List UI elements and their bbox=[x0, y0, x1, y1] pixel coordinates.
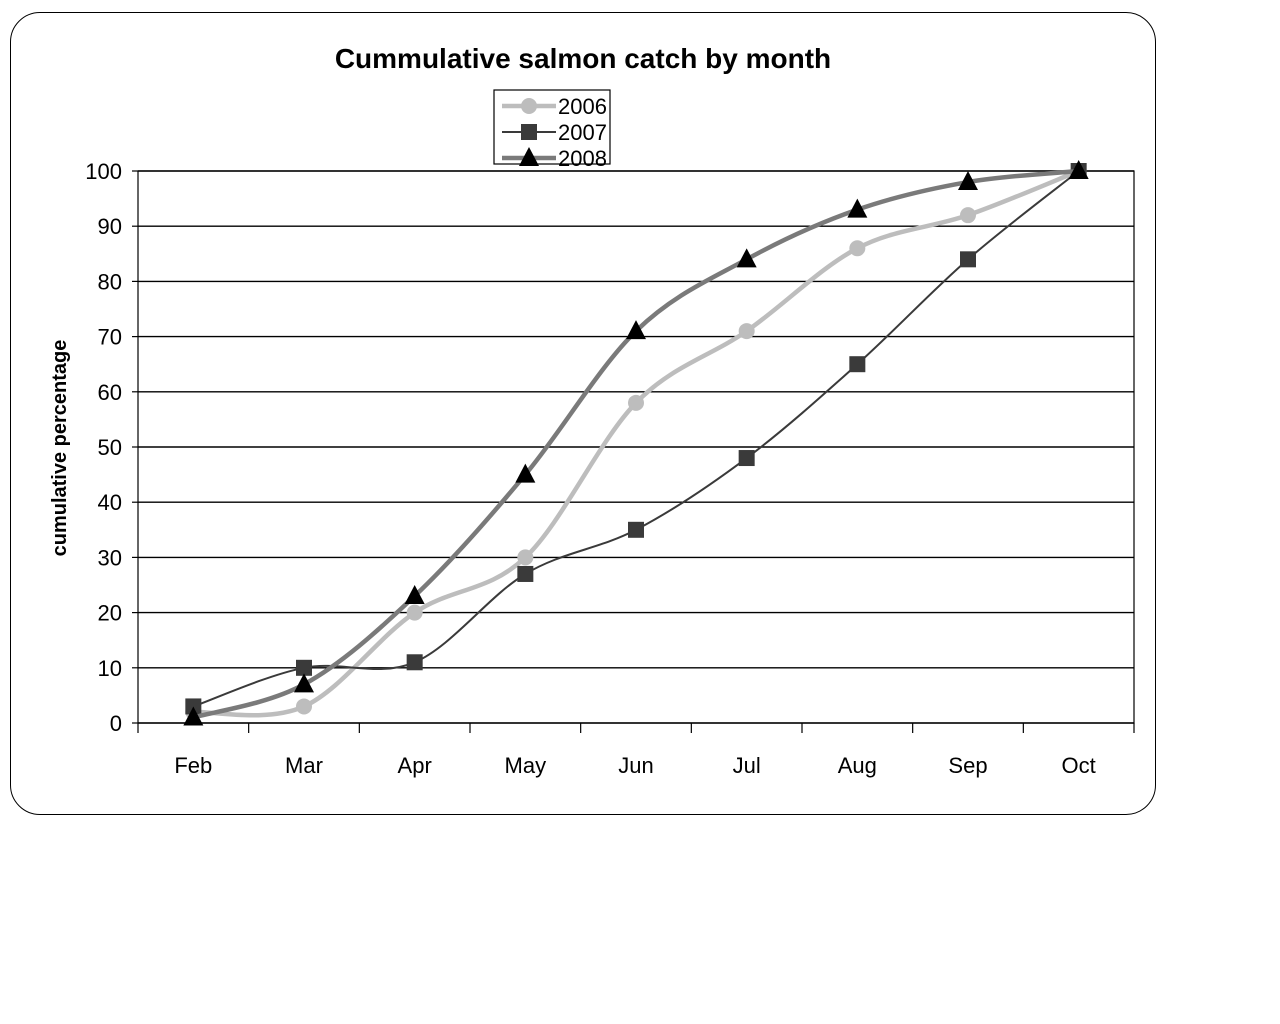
series-2006-point-mar bbox=[296, 698, 312, 715]
legend-marker-2007 bbox=[521, 124, 537, 140]
series-2006-point-sep bbox=[960, 207, 976, 224]
x-tick-label-jul: Jul bbox=[733, 753, 761, 778]
y-tick-label-0: 0 bbox=[110, 711, 122, 736]
series-2007-point-aug bbox=[849, 356, 866, 373]
y-tick-label-10: 10 bbox=[98, 656, 122, 681]
legend-label-2008: 2008 bbox=[558, 146, 607, 171]
series-2007-point-apr bbox=[406, 654, 423, 671]
y-axis-label: cumulative percentage bbox=[49, 340, 71, 557]
legend-box bbox=[493, 89, 611, 165]
plot-area: 0 10 20 30 40 50 60 70 80 90 100 Feb Mar Apr May Jun Jul… bbox=[85, 159, 1135, 778]
series-2006-point-apr bbox=[406, 604, 423, 621]
series-2008-point-feb bbox=[183, 706, 204, 726]
series-2008-point-jun bbox=[626, 320, 646, 340]
series-2008-point-sep bbox=[958, 171, 978, 191]
x-tick-label-aug: Aug bbox=[838, 753, 877, 778]
y-tick-label-100: 100 bbox=[85, 159, 122, 184]
series-2007-point-jun bbox=[628, 521, 644, 538]
series-2006-point-jul bbox=[738, 323, 755, 340]
y-tick-label-60: 60 bbox=[98, 380, 122, 405]
x-tick-label-feb: Feb bbox=[174, 753, 212, 778]
series-line-2006 bbox=[193, 168, 1080, 718]
series-2007-point-feb bbox=[185, 698, 202, 715]
series-2007-point-sep bbox=[960, 251, 976, 268]
x-tick-label-jun: Jun bbox=[618, 753, 653, 778]
series-2008-point-aug bbox=[847, 198, 868, 218]
series-2006-point-aug bbox=[849, 240, 866, 257]
series-2006-point-jun bbox=[628, 394, 644, 411]
chart-title: Cummulative salmon catch by month bbox=[335, 43, 831, 74]
series-2007-point-mar bbox=[296, 659, 312, 676]
series-line-2007 bbox=[193, 170, 1080, 708]
series-line-2008 bbox=[192, 168, 1079, 720]
series-2007-point-may bbox=[517, 565, 534, 582]
series-2007-point-jul bbox=[738, 450, 755, 467]
legend-marker-2008 bbox=[519, 147, 539, 166]
y-tick-label-50: 50 bbox=[98, 435, 122, 460]
x-tick-label-mar: Mar bbox=[285, 753, 323, 778]
series-2008-point-apr bbox=[404, 585, 425, 605]
y-tick-label-30: 30 bbox=[98, 545, 122, 570]
x-tick-label-sep: Sep bbox=[948, 753, 987, 778]
legend-label-2007: 2007 bbox=[558, 120, 607, 145]
y-tick-label-90: 90 bbox=[98, 214, 122, 239]
y-tick-label-80: 80 bbox=[98, 269, 122, 294]
legend-label-2006: 2006 bbox=[558, 94, 607, 119]
legend-marker-2006 bbox=[521, 98, 537, 114]
series-2008-point-oct bbox=[1068, 160, 1089, 179]
series-2008-point-jul bbox=[736, 248, 757, 268]
x-tick-label-apr: Apr bbox=[398, 753, 432, 778]
series-2008-point-mar bbox=[294, 673, 314, 693]
series-2006-point-may bbox=[517, 549, 534, 566]
x-tick-label-may: May bbox=[505, 753, 547, 778]
y-tick-label-40: 40 bbox=[98, 490, 122, 515]
series-2008-point-may bbox=[515, 463, 536, 483]
y-tick-label-20: 20 bbox=[98, 601, 122, 626]
y-tick-label-70: 70 bbox=[98, 325, 122, 350]
chart-frame bbox=[10, 12, 1156, 815]
x-tick-label-oct: Oct bbox=[1062, 753, 1096, 778]
